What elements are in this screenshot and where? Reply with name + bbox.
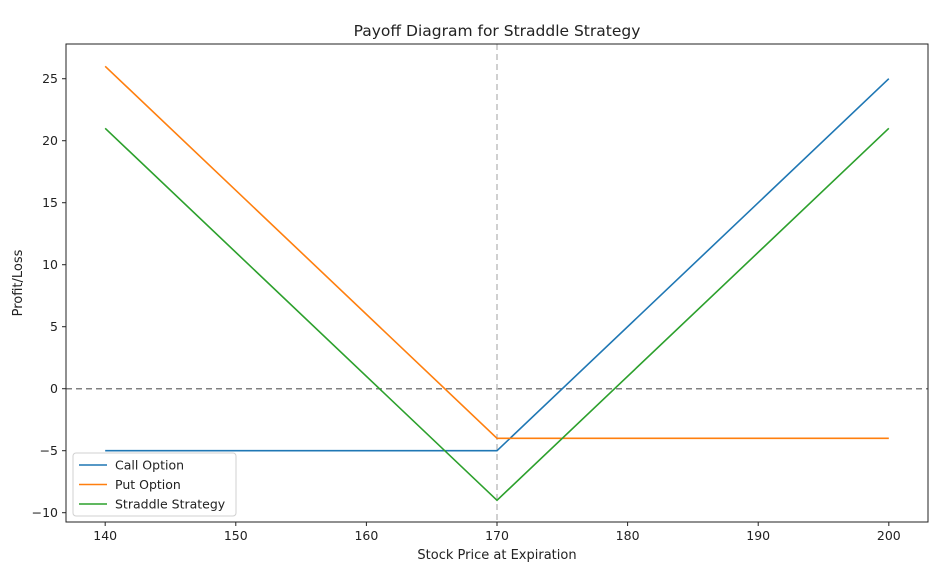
series-line-put-option [104, 65, 889, 440]
x-tick-label: 200 [877, 528, 901, 543]
series-line-straddle-strategy [104, 127, 890, 502]
x-tick-label: 140 [93, 528, 117, 543]
series-line-call-option [105, 78, 890, 452]
series-lines [104, 65, 890, 502]
x-tick-label: 150 [224, 528, 248, 543]
x-tick-label: 170 [485, 528, 509, 543]
plot-area [66, 44, 928, 522]
y-tick-label: −5 [40, 443, 58, 458]
reference-lines [66, 44, 928, 522]
legend-label-straddle-strategy: Straddle Strategy [115, 497, 226, 512]
axes: 140 150 160 170 180 190 200 −10 −5 0 5 10 15 20 25 [32, 43, 929, 543]
x-tick-label: 180 [616, 528, 640, 543]
y-tick-label: −10 [32, 505, 58, 520]
y-tick-label: 10 [42, 257, 58, 272]
legend-label-put-option: Put Option [115, 477, 181, 492]
x-tick-label: 190 [746, 528, 770, 543]
x-axis-label: Stock Price at Expiration [417, 548, 576, 563]
y-tick-label: 20 [42, 133, 58, 148]
y-tick-label: 5 [50, 319, 58, 334]
y-tick-label: 25 [42, 71, 58, 86]
x-tick-label: 160 [354, 528, 378, 543]
chart-title: Payoff Diagram for Straddle Strategy [354, 22, 641, 40]
legend: Call Option Put Option Straddle Strategy [72, 452, 237, 517]
y-tick-label: 0 [50, 381, 58, 396]
legend-box [72, 452, 237, 517]
y-tick-label: 15 [42, 195, 58, 210]
legend-label-call-option: Call Option [115, 458, 184, 473]
y-axis-label: Profit/Loss [11, 249, 26, 316]
plot-background [66, 44, 928, 522]
